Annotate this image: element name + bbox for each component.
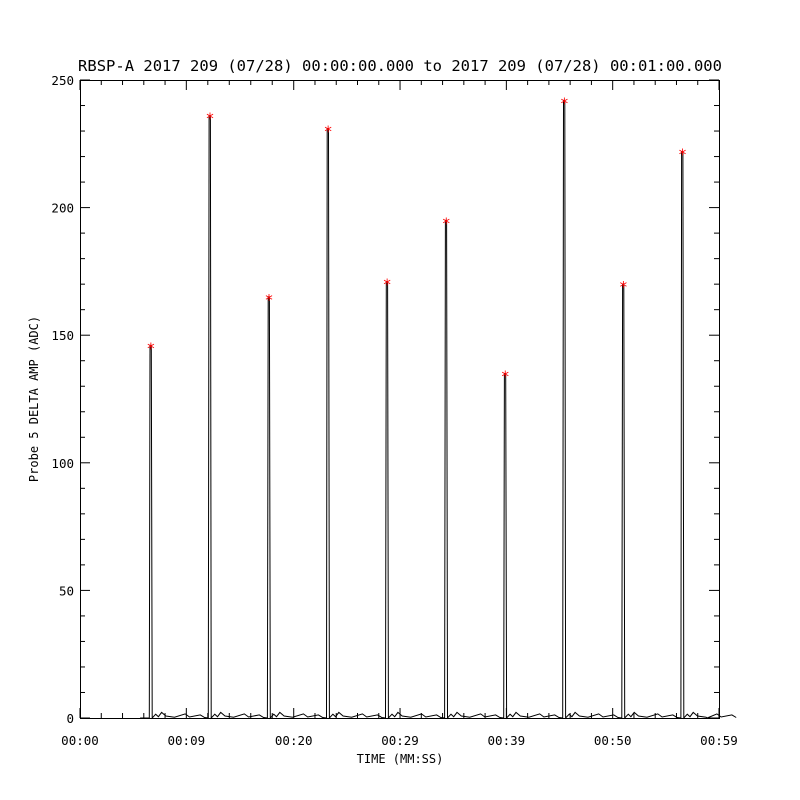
- peak-marker: *: [265, 291, 273, 309]
- peak-markers: * * * * * * * * * *: [147, 94, 687, 385]
- y-tick-label: 100: [51, 456, 74, 471]
- peak-marker: *: [206, 110, 214, 128]
- chart-title: RBSP-A 2017 209 (07/28) 00:00:00.000 to …: [78, 57, 722, 75]
- y-tick-label: 0: [66, 711, 74, 726]
- x-tick-label: 00:00: [61, 733, 99, 748]
- axis-ticks: 0 50 100 150 200 250 00:00 00:09 00:20 00:29 00:39…: [51, 73, 737, 748]
- x-tick-label: 00:59: [700, 733, 738, 748]
- peak-marker: *: [679, 145, 687, 163]
- y-tick-label: 50: [59, 583, 74, 598]
- x-tick-label: 00:20: [275, 733, 313, 748]
- y-axis-label: Probe 5 DELTA AMP (ADC): [27, 316, 41, 482]
- x-tick-label: 00:39: [488, 733, 526, 748]
- peak-marker: *: [324, 122, 332, 140]
- y-tick-label: 150: [51, 328, 74, 343]
- peak-marker: *: [147, 339, 155, 357]
- x-tick-label: 00:29: [381, 733, 419, 748]
- peak-marker: *: [383, 276, 391, 294]
- peak-marker: *: [620, 278, 628, 296]
- peak-marker: *: [561, 94, 569, 112]
- y-tick-label: 200: [51, 201, 74, 216]
- x-tick-label: 00:50: [594, 733, 632, 748]
- trace-line: [140, 99, 737, 720]
- y-tick-label: 250: [51, 73, 74, 88]
- peak-marker: *: [502, 367, 510, 385]
- peak-marker: *: [442, 214, 450, 232]
- x-axis-label: TIME (MM:SS): [357, 752, 444, 766]
- signal-trace: [140, 99, 737, 720]
- x-tick-label: 00:09: [168, 733, 206, 748]
